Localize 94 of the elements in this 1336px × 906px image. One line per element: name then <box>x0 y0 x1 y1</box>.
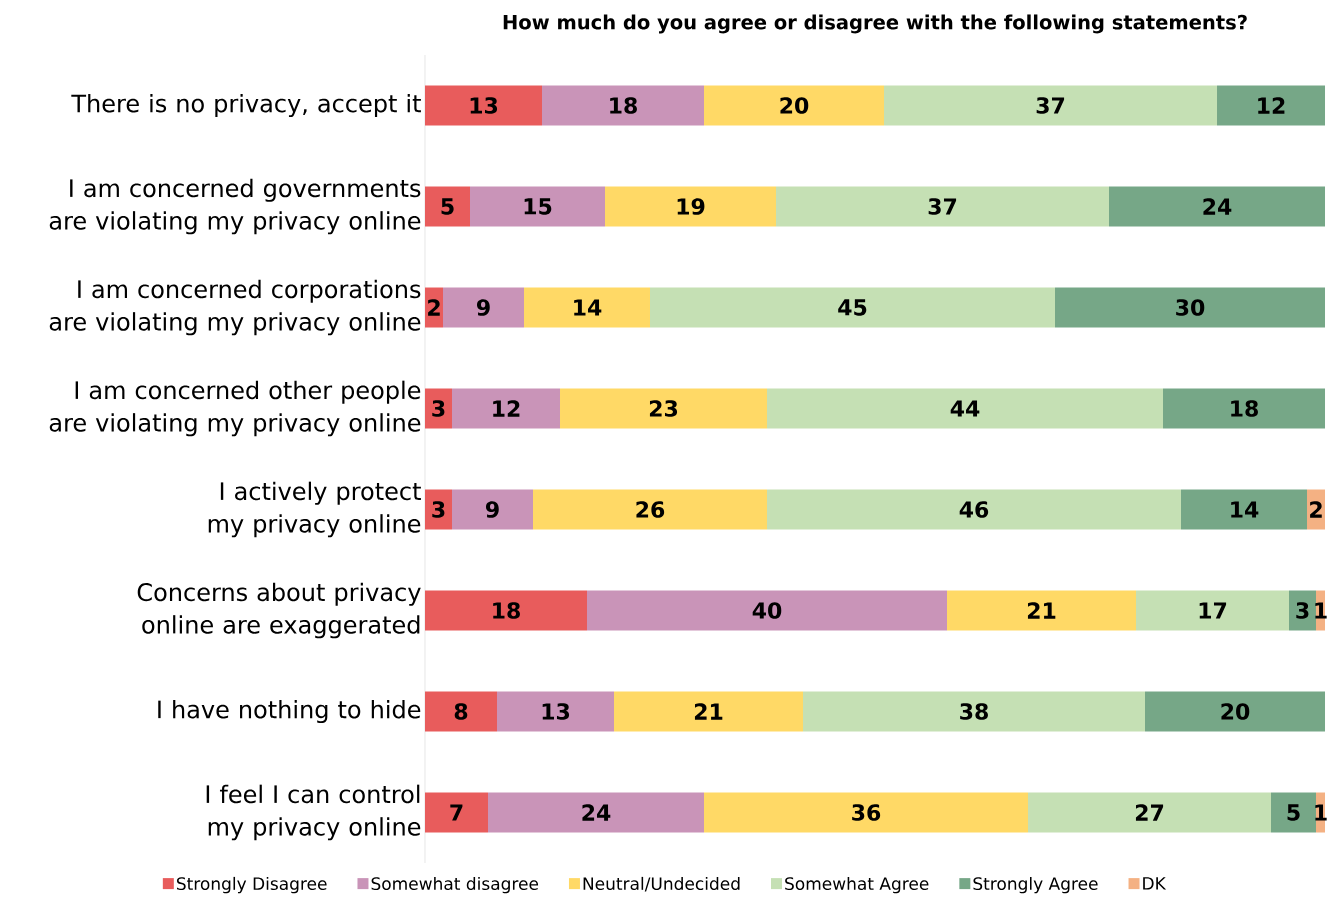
y-tick-label: I feel I can control my privacy online <box>206 784 421 841</box>
bar <box>776 186 1110 227</box>
data-label: 14 <box>574 299 602 316</box>
data-label: 2 <box>1310 501 1322 518</box>
bar <box>560 388 767 429</box>
data-label: 8 <box>454 703 468 720</box>
data-label: 24 <box>582 804 611 821</box>
bar <box>1181 489 1308 530</box>
data-label: 1 <box>1315 602 1327 619</box>
data-label: 12 <box>493 400 520 417</box>
legend-label: DK <box>1143 877 1167 890</box>
data-label: 15 <box>524 198 552 215</box>
bar <box>605 186 776 227</box>
bar <box>767 489 1182 530</box>
data-label: 18 <box>493 602 520 619</box>
data-label: 20 <box>780 97 809 114</box>
bar <box>425 792 488 833</box>
bar <box>452 489 533 530</box>
data-label: 3 <box>432 400 445 417</box>
data-label: 24 <box>1203 198 1232 215</box>
legend-label: Neutral/Undecided <box>583 876 740 892</box>
data-label: 37 <box>928 198 957 215</box>
bar <box>587 590 947 631</box>
bar <box>704 85 884 126</box>
bar <box>803 691 1146 732</box>
data-label: 18 <box>610 97 637 114</box>
data-label: 44 <box>950 400 980 417</box>
data-label: 3 <box>432 501 445 518</box>
bar <box>614 691 803 732</box>
bar <box>470 186 605 227</box>
legend-label: Somewhat disagree <box>371 876 539 894</box>
bar <box>1217 85 1326 126</box>
data-label: 45 <box>838 299 867 316</box>
bar <box>1055 287 1326 328</box>
y-tick-label: There is no privacy, accept it <box>71 93 421 118</box>
bar <box>488 792 704 833</box>
bar <box>533 489 767 530</box>
data-label: 30 <box>1176 299 1205 316</box>
bar <box>1145 691 1326 732</box>
bar <box>425 85 542 126</box>
data-label: 20 <box>1221 703 1250 720</box>
bar <box>884 85 1218 126</box>
data-label: 14 <box>1231 501 1259 518</box>
data-label: 40 <box>752 602 782 619</box>
bar <box>650 287 1056 328</box>
data-label: 23 <box>649 400 678 417</box>
legend-label: Strongly Disagree <box>176 876 327 894</box>
bar <box>1136 590 1290 631</box>
data-label: 5 <box>441 198 454 215</box>
y-tick-label: I actively protect my privacy online <box>208 481 421 538</box>
y-tick-label: I have nothing to hide <box>158 699 421 724</box>
data-label: 1 <box>1315 804 1327 821</box>
bar <box>524 287 650 328</box>
data-label: 12 <box>1258 97 1285 114</box>
data-label: 21 <box>1027 602 1056 619</box>
data-label: 38 <box>960 703 988 720</box>
data-label: 7 <box>450 804 463 821</box>
bar <box>1271 792 1317 833</box>
data-label: 3 <box>1296 602 1309 619</box>
data-label: 9 <box>486 501 499 518</box>
data-label: 13 <box>470 97 498 114</box>
y-tick-label: I am concerned governments are violating my privacy online <box>49 178 421 235</box>
bar <box>767 388 1164 429</box>
chart-title: How much do you agree or disagree with the following statements? <box>503 14 1247 34</box>
bar <box>425 691 497 732</box>
data-label: 9 <box>477 299 490 316</box>
data-label: 36 <box>852 804 881 821</box>
y-tick-label: I am concerned other people are violating my privacy online <box>49 380 421 437</box>
bar <box>704 792 1029 833</box>
data-label: 26 <box>636 501 665 518</box>
legend-label: Somewhat Agree <box>785 876 929 894</box>
data-label: 5 <box>1287 804 1300 821</box>
bar <box>1028 792 1272 833</box>
bar <box>443 287 524 328</box>
bar <box>542 85 704 126</box>
data-label: 46 <box>959 501 989 518</box>
data-label: 21 <box>694 703 723 720</box>
bar <box>1109 186 1326 227</box>
legend-label: Strongly Agree <box>973 876 1098 894</box>
data-label: 19 <box>677 198 705 215</box>
bar <box>425 590 587 631</box>
bar <box>947 590 1137 631</box>
y-tick-label: Concerns about privacy online are exaggerated <box>137 582 421 639</box>
data-label: 27 <box>1135 804 1164 821</box>
data-label: 13 <box>542 703 570 720</box>
bar <box>497 691 614 732</box>
data-label: 17 <box>1199 602 1227 619</box>
bar <box>452 388 560 429</box>
data-label: 2 <box>428 299 440 316</box>
data-label: 37 <box>1036 97 1065 114</box>
bar <box>1163 388 1326 429</box>
data-label: 18 <box>1231 400 1258 417</box>
y-tick-label: I am concerned corporations are violating my privacy online <box>49 279 421 336</box>
bar <box>425 186 470 227</box>
